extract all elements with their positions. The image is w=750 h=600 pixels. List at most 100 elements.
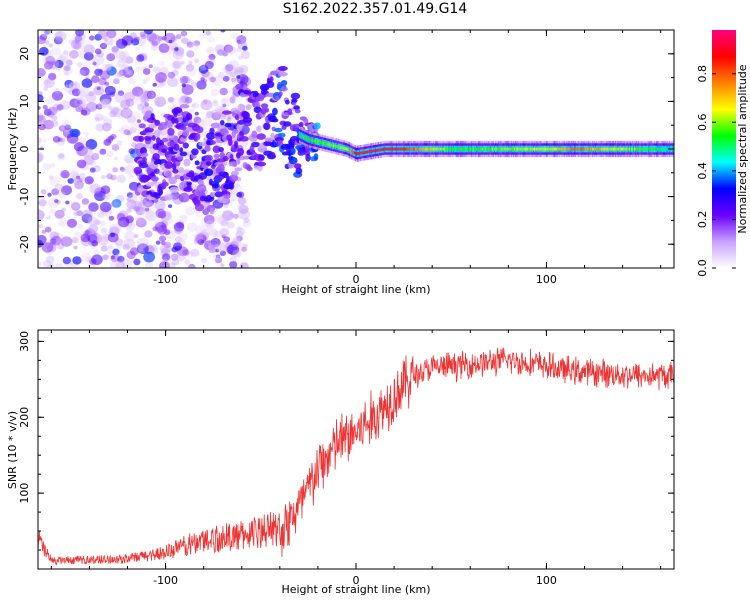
spectral-blob (105, 64, 112, 71)
snr-panel: -100 0 100 100 200 300 Height of straight lin… (6, 329, 675, 596)
spectral-ridge-cell (448, 147, 450, 151)
spectral-ridge-cell (533, 147, 535, 151)
spectral-blob (86, 103, 93, 109)
spectral-ridge-cell (317, 140, 319, 144)
spectral-ridge-cell (601, 147, 603, 151)
spectral-ridge-cell (543, 147, 545, 151)
spectral-blob (181, 37, 189, 44)
spectral-blob (85, 92, 97, 103)
spectral-blob (54, 199, 59, 204)
spectral-ridge-cell (637, 147, 639, 151)
spectral-ridge-cell (478, 147, 480, 151)
spectral-ridge-cell (641, 147, 643, 151)
spectral-blob (152, 226, 158, 232)
x-tick-label: 0 (353, 273, 360, 286)
spectral-ridge-cell (657, 147, 659, 151)
spectral-blob (59, 100, 71, 110)
spectral-ridge-cell (612, 147, 614, 151)
spectral-ridge-cell (647, 147, 649, 151)
spectral-blob (288, 156, 298, 165)
spectral-blob (229, 96, 236, 104)
spectral-blob (135, 66, 142, 72)
spectral-ridge-cell (476, 147, 478, 151)
spectral-ridge-cell (554, 147, 556, 151)
spectral-blob (174, 174, 182, 180)
spectral-blob (214, 256, 223, 264)
spectral-blob (129, 198, 135, 204)
spectral-ridge-cell (362, 151, 364, 155)
spectral-blob (175, 236, 183, 243)
spectral-ridge-cell (376, 149, 378, 152)
snr-series-line (38, 347, 674, 566)
spectral-ridge-cell (419, 147, 421, 151)
spectral-blob (117, 90, 125, 96)
spectral-ridge-cell (615, 147, 617, 151)
spectral-blob (95, 103, 103, 110)
spectral-blob (44, 243, 50, 247)
spectral-blob (122, 243, 130, 250)
spectral-blob (58, 191, 66, 199)
spectral-ridge-cell (607, 147, 609, 151)
spectral-ridge-cell (588, 147, 590, 151)
y-tick-label: 20 (18, 47, 31, 61)
spectral-blob (229, 174, 239, 182)
spectral-ridge-cell (654, 147, 656, 151)
spectral-ridge-cell (627, 147, 629, 151)
spectral-blob (163, 216, 173, 225)
spectral-ridge-cell (511, 147, 513, 151)
spectral-ridge-cell (537, 147, 539, 151)
spectral-blob (136, 216, 145, 225)
spectral-blob (97, 211, 105, 218)
spectral-blob (43, 61, 54, 70)
spectral-ridge-cell (412, 147, 414, 151)
spectral-ridge-cell (581, 147, 583, 151)
spectral-blob (158, 211, 166, 219)
spectral-blob (44, 226, 52, 233)
spectral-ridge-cell (651, 147, 653, 151)
spectral-blob (193, 40, 201, 47)
spectral-ridge-cell (569, 147, 571, 151)
spectral-blob (220, 219, 228, 227)
spectral-blob (84, 176, 94, 185)
spectral-ridge-cell (574, 147, 576, 151)
spectral-blob (137, 103, 145, 111)
spectral-ridge-cell (363, 151, 365, 154)
spectral-blob (184, 96, 193, 104)
spectral-ridge-cell (452, 147, 454, 151)
chart-title: S162.2022.357.01.49.G14 (282, 1, 468, 17)
spectral-blob (209, 76, 216, 83)
spectral-ridge-cell (422, 147, 424, 151)
spectral-blob (69, 82, 77, 90)
spectral-ridge-cell (596, 147, 598, 151)
spectral-ridge-cell (477, 147, 479, 151)
spectral-blob (231, 77, 237, 83)
spectral-blob (94, 116, 100, 122)
spectral-blob (104, 37, 114, 46)
spectral-blob (136, 54, 145, 62)
spectral-blob (100, 227, 108, 234)
spectral-blob (220, 97, 232, 108)
spectral-blob (198, 142, 208, 147)
spectral-ridge-cell (420, 147, 422, 151)
spectral-blob (130, 247, 139, 256)
spectral-blob (174, 199, 180, 205)
spectral-blob (117, 113, 124, 119)
spectral-blob (38, 114, 46, 124)
spectral-blob (138, 162, 149, 169)
spectral-ridge-cell (380, 148, 382, 152)
spectral-ridge-cell (418, 147, 420, 151)
spectral-blob (223, 194, 231, 199)
spectral-blob (142, 156, 147, 163)
spectral-ridge-cell (557, 147, 559, 151)
spectral-blob (215, 214, 225, 224)
spectral-blob (45, 55, 55, 65)
spectral-blob (135, 46, 141, 52)
spectral-blob (230, 107, 239, 116)
spectral-ridge-cell (378, 148, 380, 152)
spectral-blob (58, 52, 69, 62)
spectral-ridge-cell (321, 141, 323, 145)
spectral-blob (180, 30, 188, 37)
spectral-blob (171, 116, 176, 124)
spectral-blob (101, 122, 112, 132)
spectral-blob (161, 148, 167, 153)
